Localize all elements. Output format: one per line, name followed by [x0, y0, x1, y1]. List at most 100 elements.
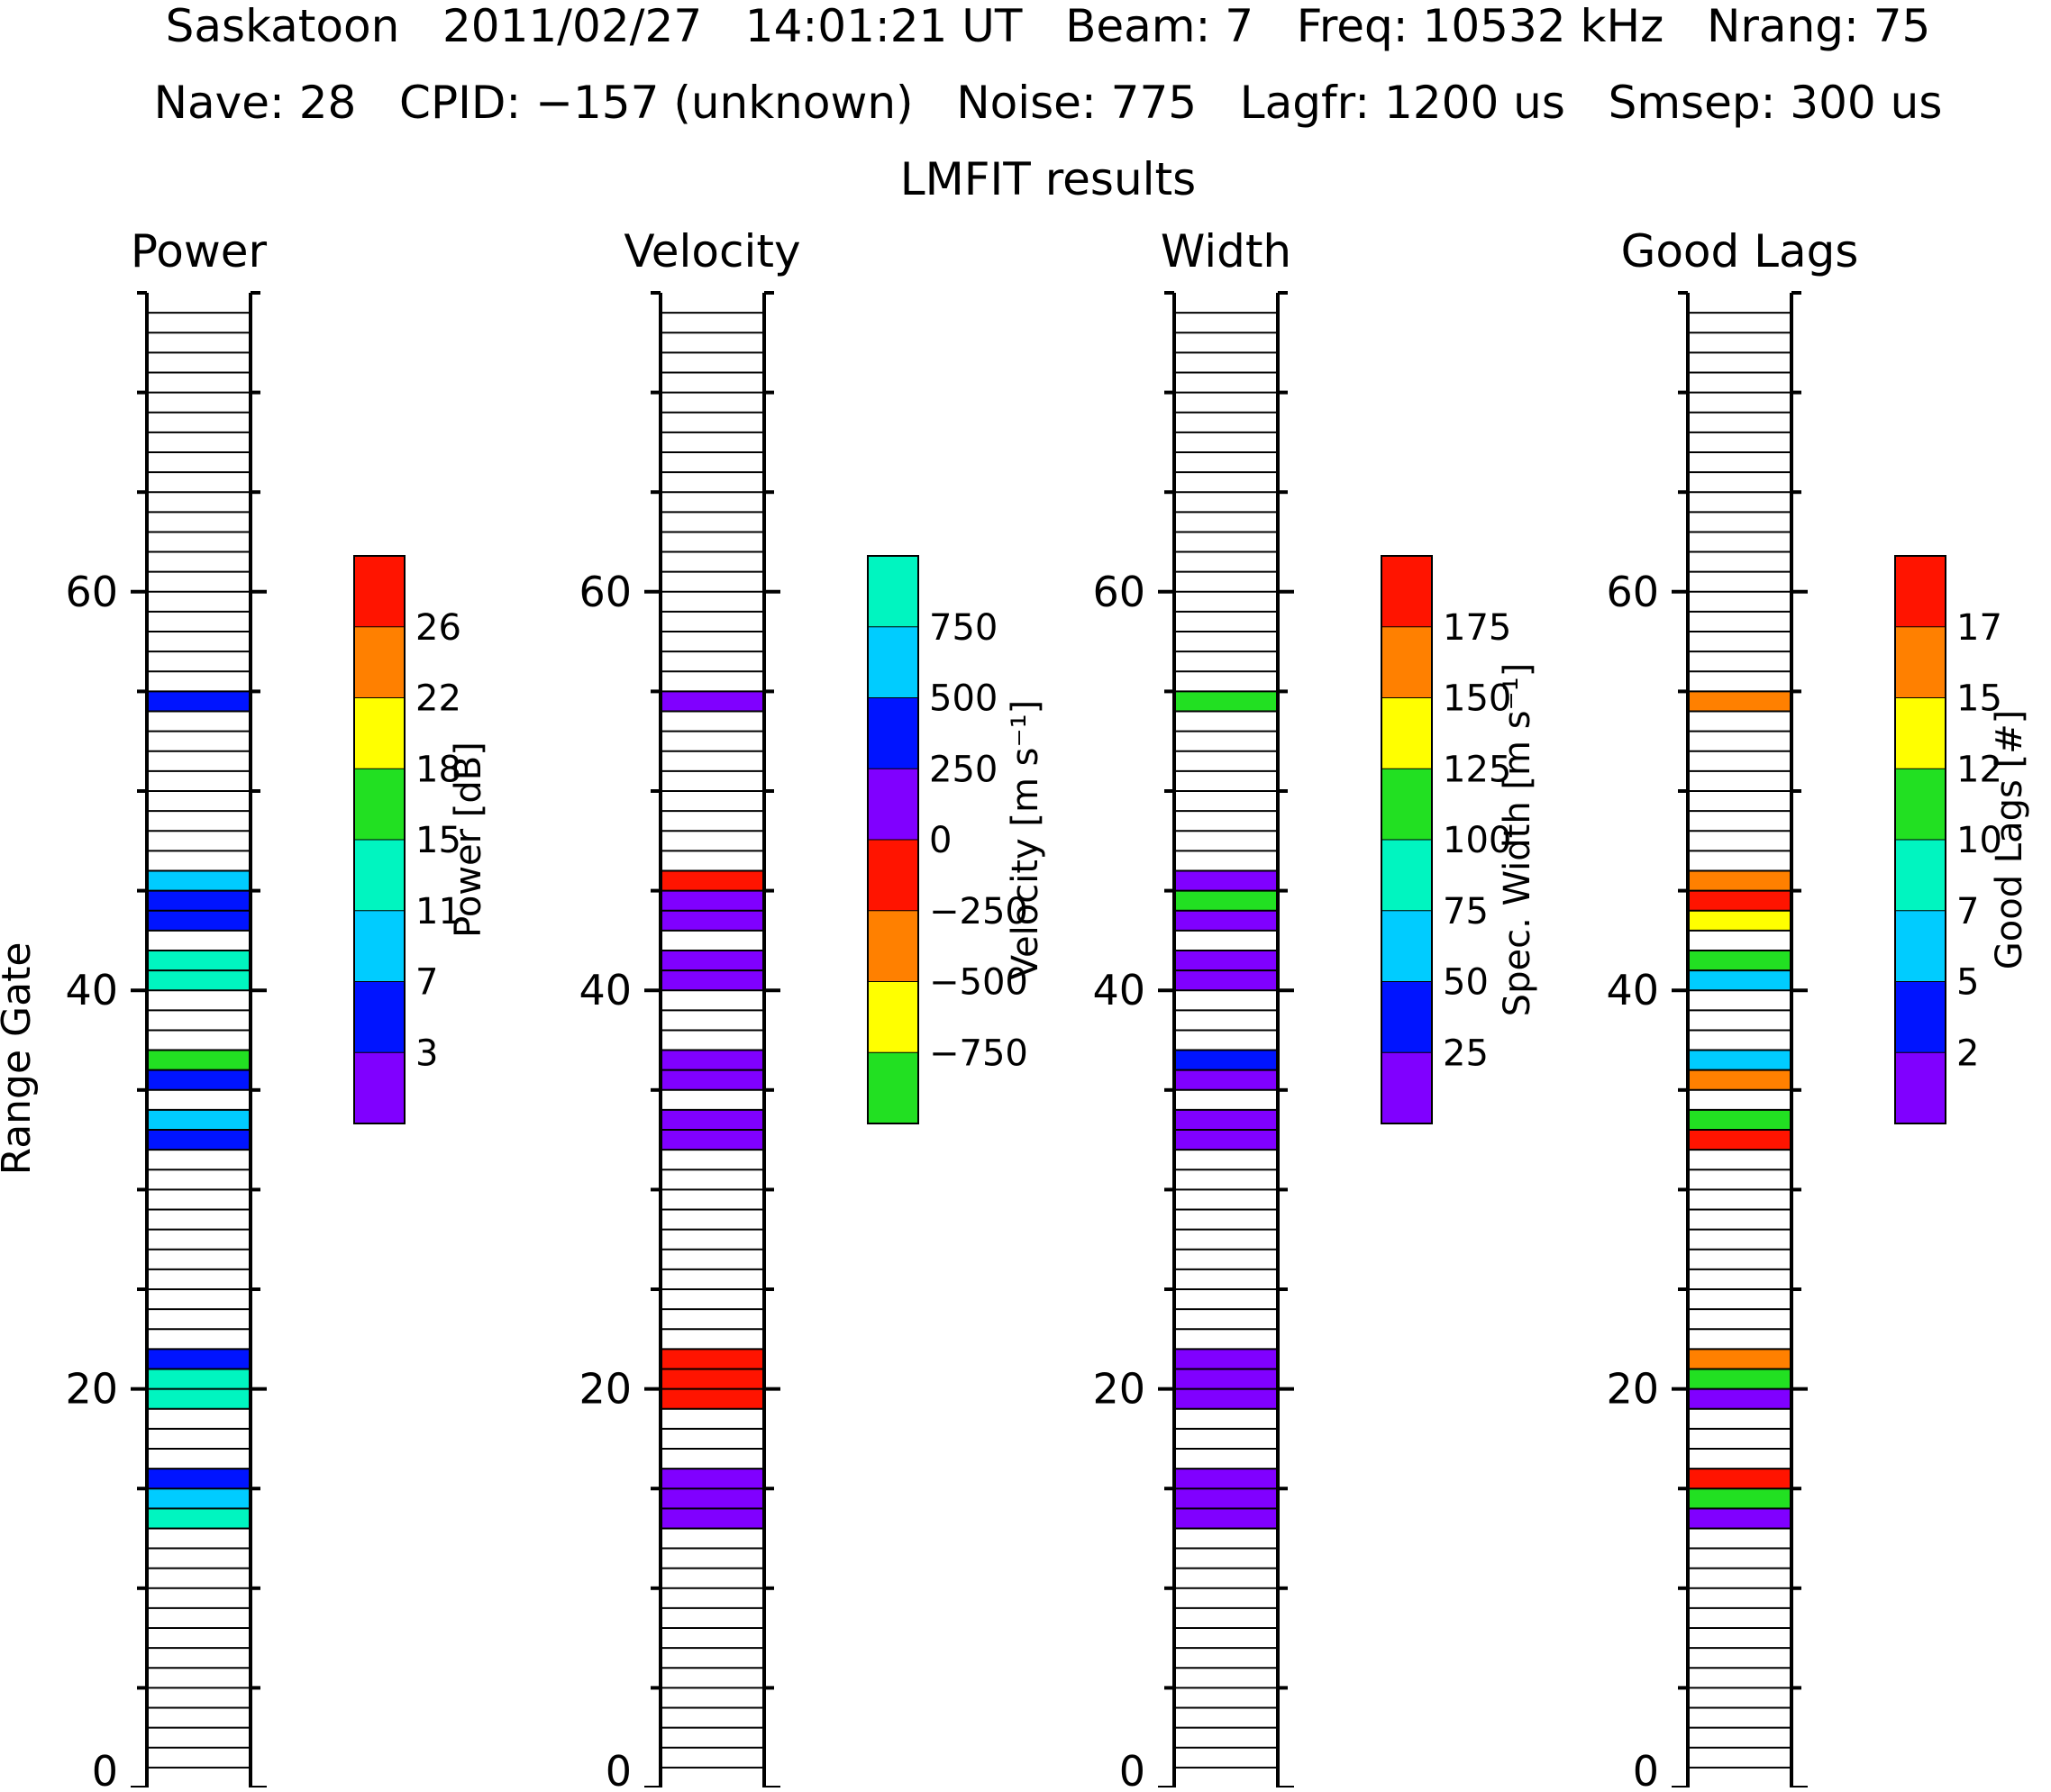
- gate-cell: [1688, 1388, 1791, 1409]
- gate-cell: [147, 1130, 251, 1151]
- colorbar-tick-label: 500: [929, 678, 998, 720]
- colorbar-segment: [1381, 626, 1432, 698]
- gate-cell: [661, 1469, 764, 1489]
- gate-cell: [1688, 1488, 1791, 1509]
- gate-cell: [1688, 1508, 1791, 1529]
- gate-cell: [1688, 1130, 1791, 1151]
- gate-cell: [1174, 870, 1278, 891]
- y-tick-label: 60: [1606, 568, 1659, 616]
- colorbar-segment: [1381, 910, 1432, 982]
- gate-cell: [147, 1369, 251, 1389]
- colorbar-segment: [868, 910, 918, 982]
- colorbar-segment: [868, 697, 918, 769]
- y-tick-label: 60: [1092, 568, 1145, 616]
- header-line-1: Saskatoon 2011/02/27 14:01:21 UT Beam: 7…: [166, 0, 1931, 52]
- gate-cell: [661, 1130, 764, 1151]
- colorbar-tick-label: 7: [1956, 891, 1979, 932]
- colorbar-tick-label: −750: [929, 1032, 1028, 1074]
- colorbar-tick-label: 50: [1443, 962, 1489, 1004]
- colorbar-tick-label: 11: [415, 891, 461, 932]
- colorbar-segment: [354, 697, 405, 769]
- colorbar-segment: [868, 1052, 918, 1123]
- gate-cell: [1174, 1369, 1278, 1389]
- colorbar-segment: [1381, 556, 1432, 627]
- colorbar-segment: [1895, 1052, 1946, 1123]
- gate-cell: [147, 1508, 251, 1529]
- gate-cell: [661, 1369, 764, 1389]
- colorbar-segment: [354, 981, 405, 1053]
- gate-cell: [661, 910, 764, 931]
- y-tick-label: 40: [1606, 966, 1659, 1014]
- gate-cell: [661, 890, 764, 911]
- panel-good-lags: Good Lags 0 20 40 60 17 15 12 10 7 5 2 Good Lags [#]: [1606, 225, 2030, 1792]
- gate-cell: [1174, 1488, 1278, 1509]
- gate-cell: [661, 1050, 764, 1070]
- colorbar-segment: [1895, 769, 1946, 840]
- colorbar-segment: [868, 769, 918, 840]
- gate-cell: [661, 950, 764, 971]
- colorbar-tick-label: 18: [415, 749, 461, 790]
- y-tick-label: 0: [92, 1747, 118, 1787]
- colorbar-segment: [1381, 840, 1432, 911]
- gate-cell: [1688, 910, 1791, 931]
- colorbar: 17 15 12 10 7 5 2 Good Lags [#]: [1894, 555, 2030, 1124]
- gate-cell: [661, 1109, 764, 1131]
- y-tick-label: 0: [1633, 1747, 1659, 1787]
- colorbar-segment: [1895, 556, 1946, 627]
- colorbar-tick-label: 15: [415, 820, 461, 861]
- colorbar-tick-label: 22: [415, 678, 461, 720]
- colorbar-tick-label: 0: [929, 820, 952, 861]
- colorbar: 26 22 18 15 11 7 3 Power [dB]: [353, 555, 489, 1124]
- gate-cell: [1688, 890, 1791, 911]
- y-tick-label: 60: [65, 568, 118, 616]
- gate-cell: [661, 1349, 764, 1369]
- colorbar-label: Velocity [m s⁻¹]: [1005, 700, 1046, 980]
- colorbar-segment: [868, 556, 918, 627]
- gate-cell: [1688, 950, 1791, 971]
- gate-cell: [661, 1508, 764, 1529]
- y-tick-label: 40: [1092, 966, 1145, 1014]
- colorbar-tick-label: −250: [929, 891, 1028, 932]
- gate-cell: [1174, 910, 1278, 931]
- colorbar-tick-label: 125: [1443, 749, 1511, 790]
- colorbar-tick-label: −500: [929, 962, 1028, 1004]
- colorbar-tick-label: 17: [1956, 607, 2002, 649]
- y-tick-label: 40: [65, 966, 118, 1014]
- panel-title: Velocity: [624, 225, 800, 277]
- colorbar-segment: [1381, 1052, 1432, 1123]
- y-tick-label: 20: [1092, 1365, 1145, 1414]
- gate-cell: [147, 970, 251, 991]
- colorbar-segment: [354, 556, 405, 627]
- colorbar-segment: [354, 626, 405, 698]
- colorbar-segment: [354, 769, 405, 840]
- colorbar-tick-label: 100: [1443, 820, 1511, 861]
- header-line-2: Nave: 28 CPID: −157 (unknown) Noise: 775…: [154, 77, 1943, 129]
- gate-cell: [147, 910, 251, 931]
- colorbar-segment: [1895, 910, 1946, 982]
- gate-cell: [147, 1050, 251, 1070]
- y-tick-label: 60: [579, 568, 632, 616]
- colorbar-segment: [354, 910, 405, 982]
- gate-cell: [1688, 1050, 1791, 1070]
- gate-cell: [1174, 970, 1278, 991]
- panel-title: Width: [1161, 225, 1291, 277]
- gate-cell: [661, 870, 764, 891]
- y-tick-label: 40: [579, 966, 632, 1014]
- colorbar-tick-label: 2: [1956, 1032, 1979, 1074]
- gate-cell: [147, 1349, 251, 1369]
- colorbar-tick-label: 15: [1956, 678, 2002, 720]
- y-axis-label: Range Gate: [0, 942, 40, 1176]
- colorbar-tick-label: 25: [1443, 1032, 1489, 1074]
- gate-cell: [1688, 1369, 1791, 1389]
- gate-cell: [1174, 1388, 1278, 1409]
- gate-cell: [661, 1488, 764, 1509]
- gate-cell: [147, 691, 251, 712]
- y-tick-label: 0: [1119, 1747, 1145, 1787]
- colorbar: 750 500 250 0 −250 −500 −750 Velocity [m s⁻¹]: [867, 555, 1046, 1124]
- colorbar-label: Power [dB]: [448, 741, 489, 938]
- panel-velocity: Velocity 0 20 40 60 750 500 250 0 −250 −500 −750 Vel…: [579, 225, 1046, 1792]
- colorbar-segment: [868, 840, 918, 911]
